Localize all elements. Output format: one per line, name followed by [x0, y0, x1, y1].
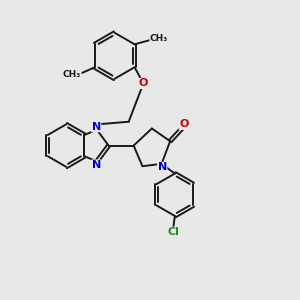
Text: N: N — [92, 160, 101, 170]
Text: Cl: Cl — [167, 227, 179, 237]
Text: N: N — [92, 122, 101, 132]
Text: O: O — [179, 119, 189, 129]
Text: CH₃: CH₃ — [150, 34, 168, 43]
Text: O: O — [139, 79, 148, 88]
Text: N: N — [158, 162, 167, 172]
Text: CH₃: CH₃ — [63, 70, 81, 79]
